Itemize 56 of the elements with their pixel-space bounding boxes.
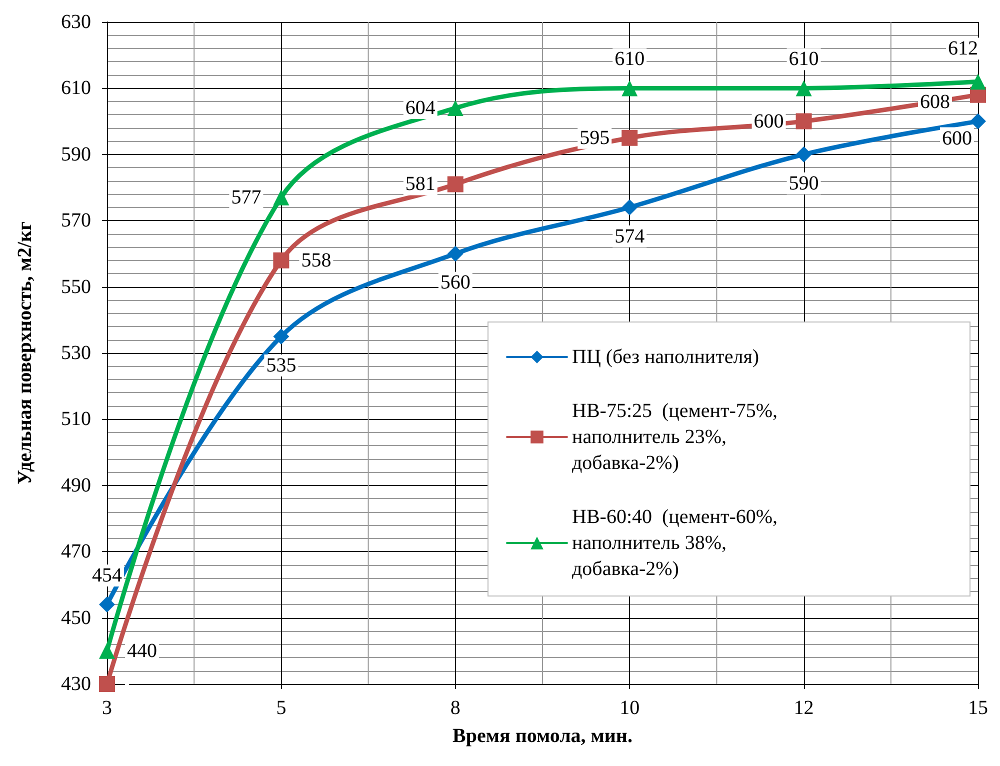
legend-label: НВ-75:25 (цемент-75%, наполнитель 23%, добавка-2%) [572,400,783,474]
data-label: 604 [405,97,436,120]
data-label: 610 [788,48,819,70]
point [447,246,464,262]
x-axis-title: Время помола, мин. [452,725,632,747]
y-axis-title: Удельная поверхность, м2/кг [14,221,36,485]
data-label: 608 [920,90,950,113]
point [796,113,812,130]
point [273,328,290,344]
y-tick-label: 530 [61,342,91,364]
data-label: 600 [942,127,972,150]
y-tick-label: 590 [61,143,91,166]
data-label: 581 [405,173,436,196]
data-label: 535 [266,354,296,376]
data-label: 590 [788,172,819,194]
point [99,676,115,692]
data-label: 577 [231,186,262,208]
point [273,189,290,206]
y-tick-label: 570 [61,210,91,232]
point [447,100,464,116]
data-label: 454 [92,564,122,587]
point [447,176,464,192]
y-tick-label: 610 [61,77,91,100]
point [622,199,638,216]
point [970,113,986,130]
y-tick-label: 490 [61,474,91,496]
y-tick-label: 430 [61,673,91,695]
data-label: 610 [614,48,645,70]
x-tick-label: 5 [276,697,286,719]
point [99,642,115,659]
x-tick-label: 8 [450,697,460,719]
y-tick-label: 470 [61,540,91,563]
data-label: 600 [754,110,784,132]
data-label: 595 [580,126,610,149]
point [970,74,986,90]
data-label: 574 [614,225,645,248]
data-label: 560 [440,272,470,294]
x-tick-label: 3 [102,697,112,719]
y-tick-label: 450 [61,606,91,629]
y-tick-label: 550 [61,276,91,298]
point [622,130,638,146]
x-tick-label: 15 [968,697,988,719]
point [99,596,115,613]
point [622,80,638,96]
data-label: 558 [301,249,332,272]
point [796,146,812,162]
legend-label: ПЦ (без наполнителя) [572,346,760,368]
data-label: 440 [127,640,157,662]
legend-label: НВ-60:40 (цемент-60%, наполнитель 38%, добавка-2%) [572,506,783,580]
point [796,80,812,96]
x-tick-label: 10 [620,697,640,719]
x-tick-label: 12 [794,697,814,719]
y-tick-label: 630 [61,11,91,33]
data-label: 612 [948,38,978,60]
point [273,252,290,268]
y-tick-label: 510 [61,408,91,430]
